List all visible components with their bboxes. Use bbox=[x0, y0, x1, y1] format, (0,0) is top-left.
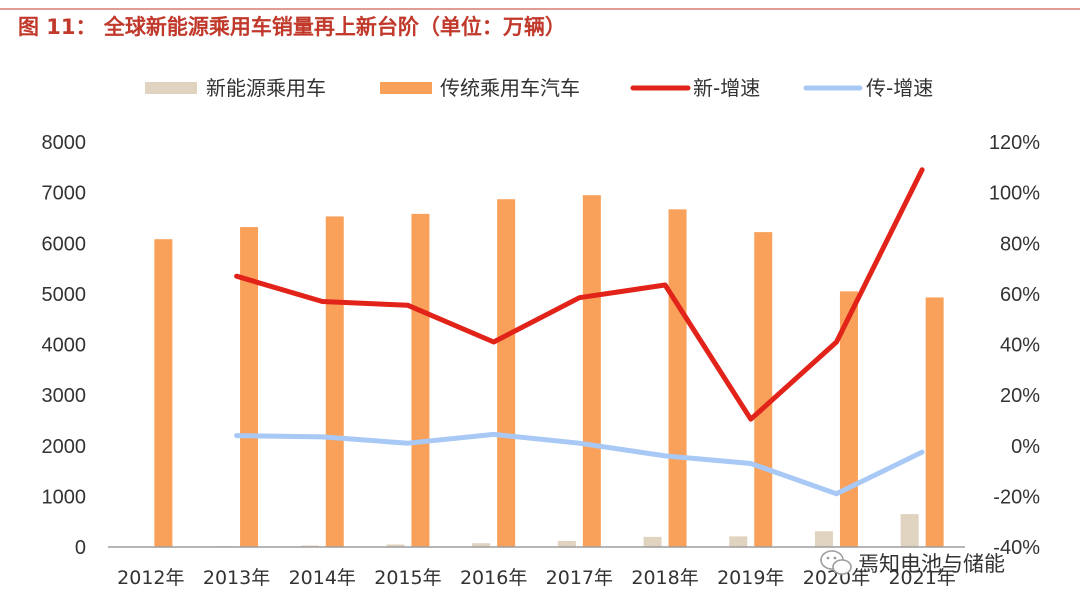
x-tick-label: 2019年 bbox=[717, 567, 784, 589]
right-tick-label: 80% bbox=[1000, 233, 1040, 255]
left-tick-label: 4000 bbox=[42, 335, 87, 357]
x-tick-label: 2016年 bbox=[460, 567, 527, 589]
right-tick-label: 60% bbox=[1000, 284, 1040, 306]
left-tick-label: 6000 bbox=[42, 233, 87, 255]
legend: 新能源乘用车 传统乘用车汽车 新-增速 传-增速 bbox=[145, 76, 933, 100]
x-tick-label: 2021年 bbox=[888, 567, 955, 589]
bar-nev bbox=[729, 536, 748, 547]
left-tick-label: 5000 bbox=[42, 284, 87, 306]
x-tick-label: 2014年 bbox=[289, 567, 356, 589]
x-tick-label: 2012年 bbox=[117, 567, 184, 589]
right-tick-label: 40% bbox=[1000, 335, 1040, 357]
bar-nev bbox=[557, 540, 576, 547]
bar-ice bbox=[325, 216, 344, 547]
right-tick-label: 100% bbox=[989, 183, 1040, 205]
x-axis-labels: 2012年 2013年 2014年 2015年 2016年 2017年 2018年 2019年… bbox=[117, 567, 956, 589]
right-tick-label: 20% bbox=[1000, 385, 1040, 407]
left-tick-label: 1000 bbox=[42, 486, 87, 508]
left-axis-ticks: 0 1000 2000 3000 4000 5000 6000 7000 8000 bbox=[42, 132, 87, 559]
bar-nev bbox=[472, 543, 491, 547]
left-tick-label: 7000 bbox=[42, 183, 87, 205]
left-tick-label: 0 bbox=[75, 537, 86, 559]
legend-label-nev-growth: 新-增速 bbox=[693, 76, 760, 100]
bar-nev bbox=[643, 536, 662, 547]
line-ice-growth bbox=[234, 431, 925, 497]
x-tick-label: 2013年 bbox=[203, 567, 270, 589]
right-axis-ticks: -40% -20% 0% 20% 40% 60% 80% 100% 120% bbox=[989, 132, 1040, 559]
bar-ice bbox=[754, 232, 773, 548]
legend-label-ice: 传统乘用车汽车 bbox=[440, 76, 580, 100]
bar-ice bbox=[154, 239, 173, 547]
right-tick-label: 120% bbox=[989, 132, 1040, 154]
right-tick-label: -20% bbox=[993, 486, 1040, 508]
x-tick-label: 2015年 bbox=[374, 567, 441, 589]
bar-nev bbox=[386, 544, 405, 547]
bar-ice bbox=[411, 213, 430, 547]
wechat-icon bbox=[820, 550, 852, 575]
right-tick-label: -40% bbox=[993, 537, 1040, 559]
left-tick-label: 8000 bbox=[42, 132, 87, 154]
growth-lines bbox=[234, 167, 925, 497]
bar-ice bbox=[240, 227, 259, 548]
bar-ice bbox=[668, 209, 687, 548]
bar-ice bbox=[582, 195, 601, 547]
left-tick-label: 3000 bbox=[42, 385, 87, 407]
line-nev-growth bbox=[234, 167, 925, 422]
left-tick-label: 2000 bbox=[42, 436, 87, 458]
bars bbox=[129, 195, 944, 548]
bar-nev bbox=[900, 514, 919, 547]
chart-title: 图 11： 全球新能源乘用车销量再上新台阶（单位：万辆） bbox=[18, 15, 566, 39]
legend-swatch-ice bbox=[380, 82, 432, 94]
watermark: 焉知电池与储能 bbox=[820, 550, 1005, 576]
x-tick-label: 2018年 bbox=[631, 567, 698, 589]
legend-swatch-nev bbox=[145, 82, 197, 94]
legend-label-nev: 新能源乘用车 bbox=[206, 76, 326, 100]
x-tick-label: 2020年 bbox=[803, 567, 870, 589]
bar-ice bbox=[925, 297, 944, 547]
legend-label-ice-growth: 传-增速 bbox=[866, 76, 933, 100]
x-tick-label: 2017年 bbox=[546, 567, 613, 589]
bar-nev bbox=[814, 531, 833, 547]
bar-ice bbox=[497, 199, 516, 548]
bar-nev bbox=[300, 545, 319, 547]
right-tick-label: 0% bbox=[1011, 436, 1040, 458]
watermark-text: 焉知电池与储能 bbox=[858, 552, 1005, 576]
